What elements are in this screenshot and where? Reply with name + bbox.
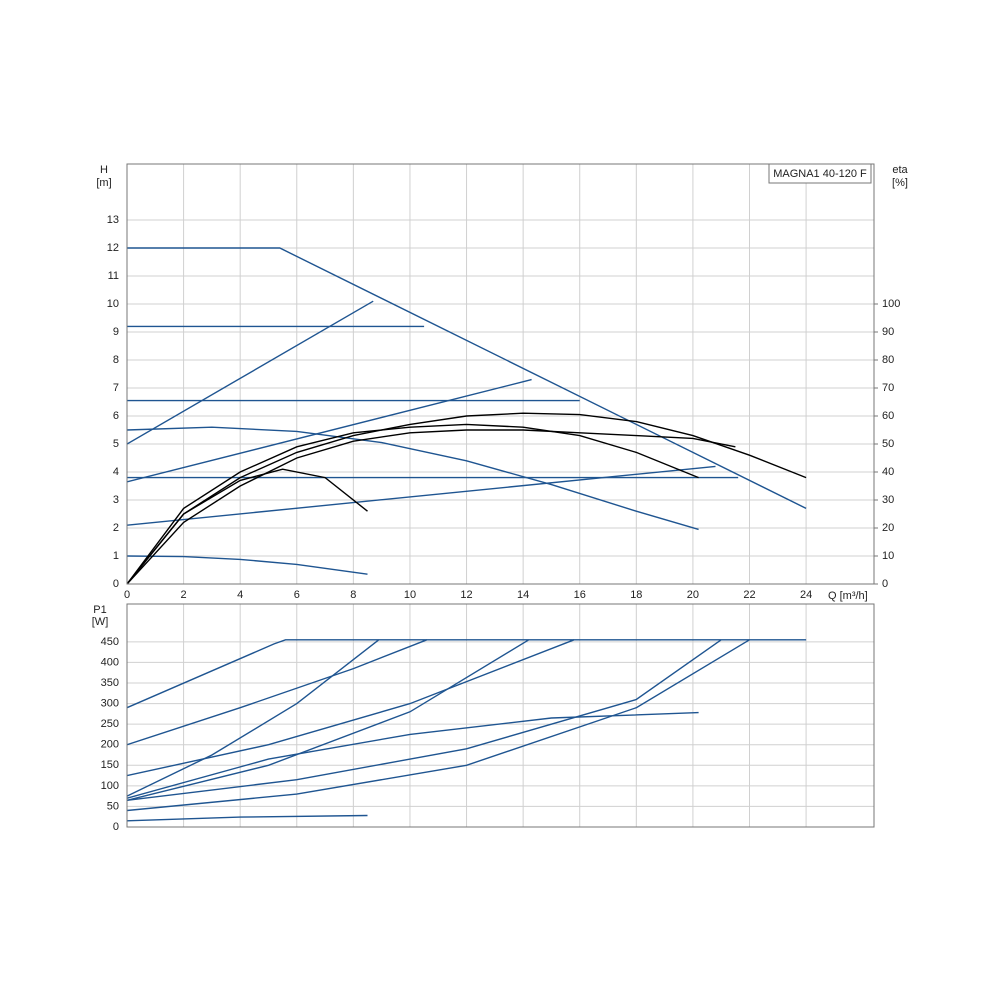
curve [126, 639, 575, 777]
curve [126, 711, 699, 799]
curve [126, 423, 699, 585]
bottom-frame [126, 603, 875, 828]
x-tick-label: 6 [294, 589, 300, 601]
curve [126, 814, 368, 822]
legend-box [768, 163, 872, 184]
y2-tick-label: 20 [882, 522, 894, 534]
y-tick-label: 3 [113, 494, 119, 506]
y2-tick-label: 50 [882, 438, 894, 450]
curve [126, 639, 722, 801]
y2-tick-label: 10 [882, 550, 894, 562]
y-tick-label: 6 [113, 410, 119, 422]
y-tick-label: 50 [107, 800, 119, 812]
y-tick-label: 13 [107, 214, 119, 226]
curve [126, 639, 530, 801]
y2-tick-label: 0 [882, 578, 888, 590]
y-tick-label: 0 [113, 578, 119, 590]
x-tick-label: 18 [630, 589, 642, 601]
y-tick-label: 9 [113, 326, 119, 338]
x-tick-label: 2 [181, 589, 187, 601]
y-label: P1 [93, 604, 106, 616]
y-tick-label: 10 [107, 298, 119, 310]
y-tick-label: 300 [101, 697, 119, 709]
x-tick-label: 16 [574, 589, 586, 601]
curve [126, 639, 807, 709]
top-frame [126, 163, 875, 585]
x-tick-label: 22 [743, 589, 755, 601]
x-tick-label: 8 [350, 589, 356, 601]
x-tick-label: 20 [687, 589, 699, 601]
curve [126, 300, 374, 445]
y2-tick-label: 100 [882, 298, 900, 310]
y2-tick-label: 40 [882, 466, 894, 478]
x-tick-label: 14 [517, 589, 529, 601]
x-tick-label: 12 [460, 589, 472, 601]
plots: 0 2 4 6 8 10 12 14 16 18 20 22 240123456789101112130… [101, 164, 900, 833]
y-unit: [m] [96, 177, 111, 189]
y-tick-label: 5 [113, 438, 119, 450]
curve [126, 412, 807, 585]
y-tick-label: 4 [113, 466, 119, 478]
y-tick-label: 12 [107, 242, 119, 254]
y2-tick-label: 70 [882, 382, 894, 394]
y-tick-label: 8 [113, 354, 119, 366]
curve [126, 429, 736, 585]
curve [126, 465, 716, 526]
curve [126, 426, 699, 531]
x-tick-label: 4 [237, 589, 243, 601]
y2-tick-label: 90 [882, 326, 894, 338]
x-tick-label: 24 [800, 589, 812, 601]
y-tick-label: 7 [113, 382, 119, 394]
y2-tick-label: 30 [882, 494, 894, 506]
curve [126, 378, 532, 483]
y-tick-label: 1 [113, 550, 119, 562]
x-tick-label: 10 [404, 589, 416, 601]
y-tick-label: 450 [101, 636, 119, 648]
y-unit: [W] [92, 616, 109, 628]
x-tick-label: 0 [124, 589, 130, 601]
curve [126, 639, 380, 797]
y-label: H [100, 164, 108, 176]
y-tick-label: 400 [101, 656, 119, 668]
curve [126, 639, 750, 812]
y-tick-label: 0 [113, 821, 119, 833]
y-tick-label: 150 [101, 759, 119, 771]
y-tick-label: 100 [101, 780, 119, 792]
y2-tick-label: 80 [882, 354, 894, 366]
y-tick-label: 250 [101, 718, 119, 730]
y-tick-label: 2 [113, 522, 119, 534]
y-tick-label: 200 [101, 739, 119, 751]
x-label: Q [m³/h] [828, 590, 868, 602]
y-tick-label: 350 [101, 677, 119, 689]
legend-text: MAGNA1 40-120 F [773, 168, 867, 180]
curve [126, 639, 428, 746]
y2-unit: [%] [892, 177, 908, 189]
y2-label: eta [892, 164, 908, 176]
curve [126, 555, 368, 575]
y2-tick-label: 60 [882, 410, 894, 422]
y-tick-label: 11 [108, 270, 119, 282]
